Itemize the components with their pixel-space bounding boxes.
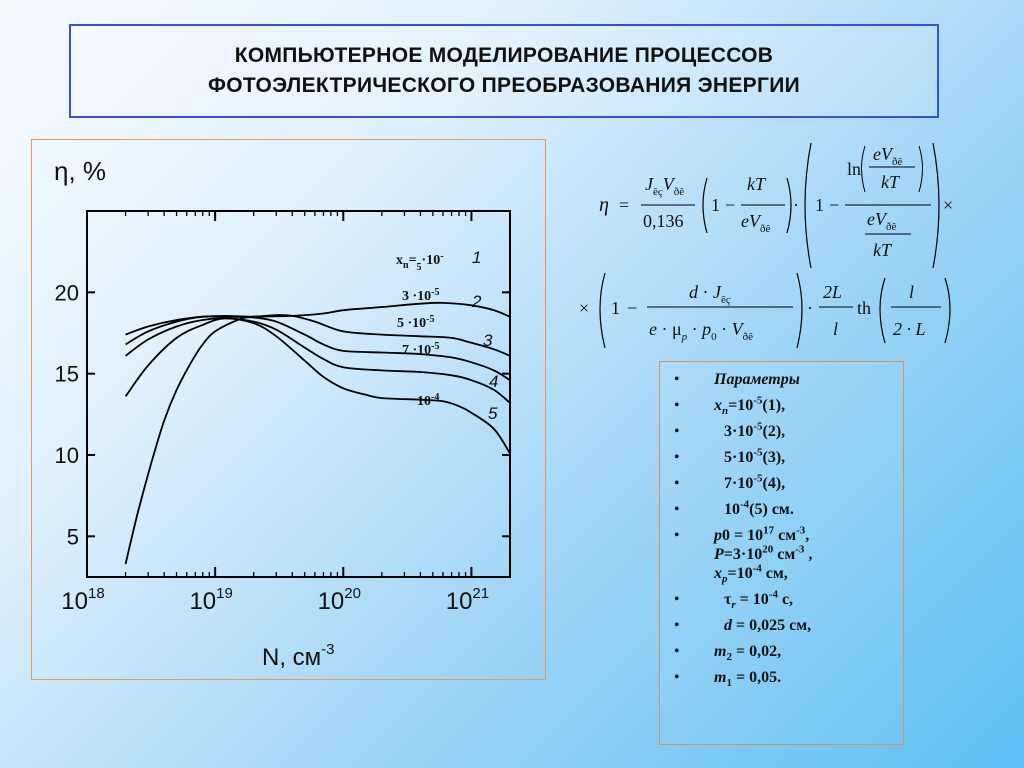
formula-minus-3: − <box>627 298 637 318</box>
formula-l-1: l <box>833 319 838 339</box>
series-number-5: 5 <box>488 404 498 423</box>
formula-eV-1: eVðê <box>741 211 770 235</box>
series-number-2: 2 <box>471 292 482 311</box>
x-axis-label-base: N, см <box>262 644 321 671</box>
x-tick-base: 10 <box>189 588 216 615</box>
formula-0136: 0,136 <box>643 211 684 231</box>
series-label-5: 10-4 <box>417 392 439 409</box>
series-curves <box>124 301 511 565</box>
parameters-box: • Параметры • xn=10-5(1), • 3·10-5(2), • 5·1… <box>659 361 904 745</box>
formula-kT-1: kT <box>747 174 767 194</box>
param-xn-4: • 7·10-5(4), <box>674 472 786 492</box>
x-tick-label: 1019 <box>189 585 232 615</box>
x-tick-label: 1021 <box>446 585 489 615</box>
y-axis-label: η, % <box>54 156 106 186</box>
series-label-1: xn=5·10- <box>396 251 444 273</box>
title-line-1: КОМПЬЮТЕРНОЕ МОДЕЛИРОВАНИЕ ПРОЦЕССОВ <box>234 44 774 67</box>
formula-dot-2: · <box>807 298 813 318</box>
title-box: КОМПЬЮТЕРНОЕ МОДЕЛИРОВАНИЕ ПРОЦЕССОВ ФОТ… <box>69 24 939 118</box>
formula-kT-2: kT <box>881 172 901 192</box>
formula-minus-2: − <box>829 195 839 215</box>
param-xn-3: • 5·10-5(3), <box>674 446 786 466</box>
x-tick-label: 1018 <box>61 585 104 615</box>
series-labels: 1 2 3 4 5 xn=5·10- 3 ·10-5 5 ·10-5 7 ·10-5 10-4 <box>396 248 498 423</box>
x-axis-label: N, см-3 <box>262 641 335 671</box>
series-line-4 <box>125 317 511 404</box>
series-label-4: 7 ·10-5 <box>402 341 440 358</box>
formula-denominator: e · μp · p0 · Vðê <box>649 319 753 343</box>
formula-eta: η <box>599 194 609 216</box>
series-line-2 <box>125 314 511 357</box>
param-heading: • Параметры <box>674 371 800 388</box>
formula-l-2: l <box>909 282 914 302</box>
title-line-2: ФОТОЭЛЕКТРИЧЕСКОГО ПРЕОБРАЗОВАНИЯ ЭНЕРГИ… <box>208 74 800 97</box>
formula-times-1: × <box>943 195 953 215</box>
param-m2: • m2 = 0,02, <box>674 643 782 664</box>
param-p0: • p0 = 1017 см-3, P=3·1020 см-3 , xp=10-4 с… <box>674 524 813 586</box>
x-tick-exp: 18 <box>88 585 105 602</box>
formula-one-2: 1 <box>815 195 824 215</box>
formula-dJ: d · Jêç <box>689 282 731 306</box>
y-tick-label: 5 <box>67 524 79 549</box>
y-tick-label: 15 <box>55 362 79 387</box>
param-tau: • τr = 10-4 с, <box>674 588 794 612</box>
x-axis-label-exp: -3 <box>321 641 334 658</box>
x-tick-exp: 21 <box>472 585 489 602</box>
param-m1: • m1 = 0,05. <box>674 669 782 690</box>
series-label-3: 5 ·10-5 <box>397 314 435 331</box>
formula-th: th <box>857 298 871 318</box>
x-tick-base: 10 <box>61 588 88 615</box>
x-tick-base: 10 <box>318 588 345 615</box>
series-line-5 <box>124 317 511 454</box>
efficiency-formula: η = JêçVðê 0,136 1 − kT eVðê · 1 − ln eV… <box>579 142 953 349</box>
param-xn-5: • 10-4(5) см. <box>674 498 794 518</box>
plot-frame <box>86 210 511 578</box>
y-axis: 20 15 10 5 <box>55 280 510 549</box>
x-tick-base: 10 <box>446 588 473 615</box>
param-xn: • xn=10-5(1), <box>674 394 786 418</box>
formula-ln: ln <box>847 159 861 179</box>
series-number-1: 1 <box>472 248 481 267</box>
formula-minus-1: − <box>725 195 735 215</box>
series-label-2: 3 ·10-5 <box>402 287 440 304</box>
formula-eV-2: eVðê <box>873 144 902 168</box>
formula-dot-1: · <box>793 195 799 215</box>
formula-2L: 2L <box>823 282 842 302</box>
formula-J: JêçVðê <box>645 174 684 198</box>
formula-eV-3: eVðê <box>867 209 896 233</box>
param-xn-2: • 3·10-5(2), <box>674 420 786 440</box>
y-tick-label: 20 <box>55 280 79 305</box>
y-tick-label: 10 <box>55 443 79 468</box>
param-d: • d = 0,025 см, <box>674 617 812 634</box>
formula-eq: = <box>619 195 629 215</box>
formula-one-3: 1 <box>611 298 620 318</box>
series-number-4: 4 <box>489 372 498 391</box>
x-tick-label: 1020 <box>318 585 361 615</box>
x-tick-exp: 19 <box>216 585 233 602</box>
series-number-3: 3 <box>483 331 493 350</box>
chart-panel: η, % 20 15 10 5 1018 1019 1020 1021 1 2 3 4 5 xn=5·… <box>31 139 546 680</box>
formula-2L-den: 2 · L <box>893 319 926 339</box>
formula-one-1: 1 <box>711 195 720 215</box>
x-axis: 1018 1019 1020 1021 <box>61 211 511 615</box>
x-tick-exp: 20 <box>344 585 361 602</box>
formula-times-2: × <box>579 298 589 318</box>
formula-kT-3: kT <box>873 240 893 260</box>
series-line-3 <box>125 315 511 381</box>
